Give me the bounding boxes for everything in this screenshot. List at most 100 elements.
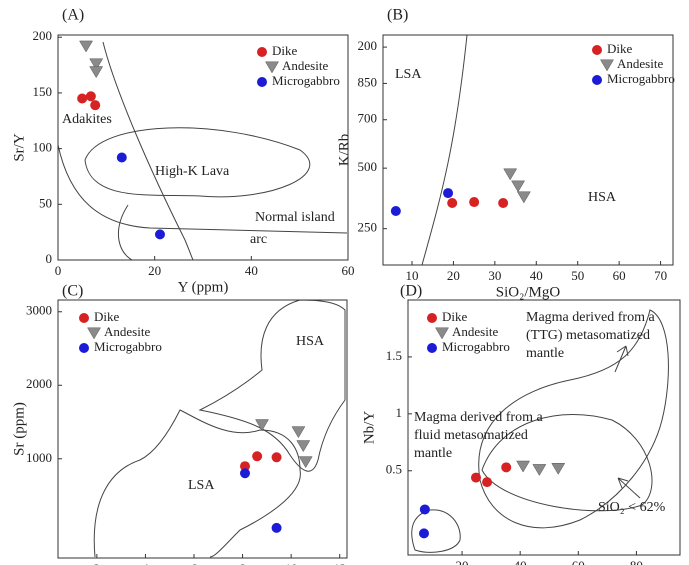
- x-tick-label: 20: [148, 263, 161, 278]
- plot-frame: [57, 34, 349, 261]
- field-boundary: [411, 509, 461, 553]
- data-point: [418, 528, 429, 539]
- field-boundary: [421, 34, 468, 266]
- x-tick-label: 12: [333, 561, 346, 565]
- legend-marker: [592, 45, 602, 55]
- plot-frame: [57, 299, 348, 559]
- x-tick-label: 4: [142, 561, 149, 565]
- data-point: [255, 419, 269, 432]
- field-boundary: [84, 127, 311, 198]
- x-tick-label: 10: [285, 561, 298, 565]
- legend-label: Microgabbro: [442, 339, 510, 354]
- legend-marker: [427, 313, 437, 323]
- x-tick-label: 20: [447, 268, 460, 283]
- data-point: [85, 91, 96, 102]
- annotation: LSA: [188, 478, 215, 493]
- legend-label: Dike: [94, 309, 120, 324]
- legend-label: Andesite: [452, 324, 498, 339]
- y-tick-label: 1: [396, 405, 403, 420]
- panel-title: (C): [62, 283, 83, 300]
- field-boundary: [57, 144, 348, 234]
- x-tick-label: 0: [55, 263, 62, 278]
- legend-label: Andesite: [617, 56, 663, 71]
- data-point: [498, 198, 509, 209]
- plot-frame: [407, 299, 681, 556]
- data-point: [296, 440, 311, 453]
- legend-marker: [592, 75, 602, 85]
- legend-label: Dike: [607, 41, 633, 56]
- y-tick-label: 250: [358, 220, 378, 235]
- data-point: [516, 460, 531, 473]
- annotation: Magma derived from a: [526, 310, 655, 325]
- y-tick-label: 150: [33, 84, 53, 99]
- legend-label: Andesite: [104, 324, 150, 339]
- legend-label: Microgabbro: [607, 71, 675, 86]
- data-point: [89, 66, 104, 79]
- legend-marker: [257, 77, 267, 87]
- y-axis-label: Nb/Y: [361, 411, 377, 445]
- x-tick-label: 20: [456, 558, 469, 565]
- x-tick-label: 60: [613, 268, 626, 283]
- panel: (A) 0 20 40 60 0 50 100 150 200 Y (ppm) Sr/Y Adakite…: [11, 7, 354, 296]
- x-axis-label: SiO₂/MgO: [496, 284, 561, 300]
- x-tick-label: 60: [572, 558, 585, 565]
- x-tick-label: 40: [245, 263, 258, 278]
- data-point: [90, 100, 101, 111]
- data-point: [511, 180, 525, 193]
- data-point: [501, 462, 512, 473]
- legend-marker: [435, 327, 449, 340]
- legend-marker: [257, 47, 267, 57]
- data-point: [271, 522, 282, 533]
- annotation: Adakites: [62, 112, 112, 127]
- data-point: [298, 456, 313, 469]
- data-point: [291, 426, 306, 439]
- x-tick-label: 8: [239, 561, 246, 565]
- annotation: mantle: [526, 346, 564, 361]
- annotation: Normal island: [255, 210, 335, 225]
- field-boundary: [478, 309, 669, 529]
- field-boundary: [93, 409, 301, 558]
- y-tick-label: 500: [358, 159, 378, 174]
- y-axis-label: K/Rb: [336, 134, 352, 167]
- legend-marker: [600, 59, 614, 72]
- annotation: HSA: [588, 190, 617, 205]
- legend-marker: [79, 343, 89, 353]
- annotation: Magma derived from a: [414, 410, 543, 425]
- x-tick-label: 50: [571, 268, 584, 283]
- data-point: [419, 504, 430, 515]
- data-point: [532, 464, 547, 476]
- annotation: HSA: [296, 334, 325, 349]
- y-tick-label: 0.5: [386, 462, 402, 477]
- annotation: LSA: [395, 67, 422, 82]
- data-point: [447, 198, 458, 209]
- panel-title: (B): [387, 7, 408, 24]
- x-tick-label: 6: [191, 561, 198, 565]
- x-axis-label: Y (ppm): [178, 279, 229, 295]
- y-tick-label: 200: [33, 28, 53, 43]
- legend-marker: [79, 313, 89, 323]
- data-point: [79, 40, 93, 53]
- data-point: [482, 477, 493, 488]
- data-point: [516, 191, 531, 204]
- data-point: [154, 229, 165, 240]
- field-boundary: [614, 345, 629, 373]
- x-tick-label: 30: [488, 268, 501, 283]
- panel-title: (D): [400, 283, 422, 300]
- annotation: fluid metasomatized: [414, 428, 528, 443]
- data-point: [390, 206, 401, 217]
- field-boundary: [117, 204, 133, 261]
- data-point: [469, 197, 480, 208]
- y-tick-label: 1.5: [386, 348, 402, 363]
- x-tick-label: 70: [654, 268, 667, 283]
- y-tick-label: 200: [358, 38, 378, 53]
- field-boundary: [481, 414, 653, 512]
- y-axis-label: Sr (ppm): [11, 402, 27, 456]
- data-point: [116, 152, 127, 163]
- legend-label: Andesite: [282, 58, 328, 73]
- panel: (C)24681012100020003000CaO+Na₂OSr (ppm)H…: [11, 283, 348, 565]
- y-tick-label: 2000: [26, 376, 52, 391]
- legend-marker: [427, 343, 437, 353]
- annotation: arc: [250, 232, 267, 247]
